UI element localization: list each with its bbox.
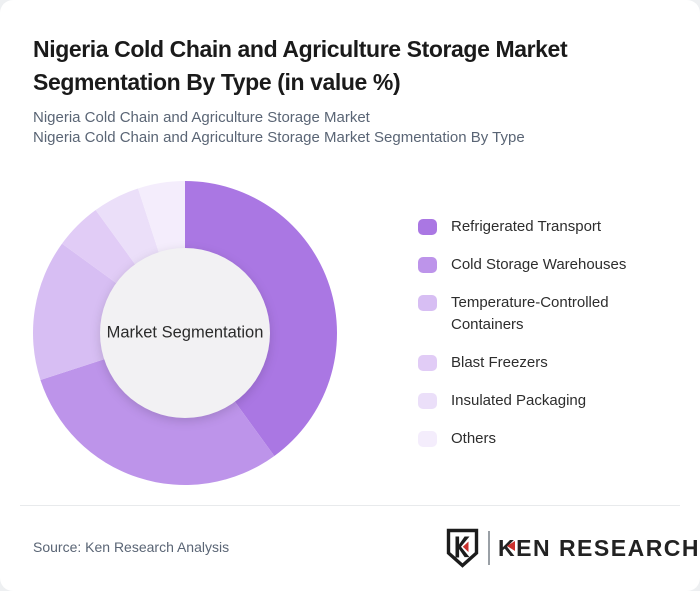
chart-subtitle-line2: Nigeria Cold Chain and Agriculture Stora… — [33, 129, 525, 146]
legend-label: Cold Storage Warehouses — [451, 256, 627, 273]
legend-item: Blast Freezers — [418, 352, 658, 374]
legend: Refrigerated Transport Cold Storage Wareh… — [418, 216, 658, 450]
logo-separator — [488, 531, 490, 565]
donut-svg — [33, 181, 337, 485]
chart-title-line1: Nigeria Cold Chain and Agriculture Stora… — [33, 36, 568, 62]
chart-title: Nigeria Cold Chain and Agriculture Stora… — [33, 33, 673, 99]
footer-divider — [20, 505, 680, 506]
legend-swatch — [418, 295, 437, 311]
legend-swatch — [418, 355, 437, 371]
donut-center-circle — [100, 248, 270, 418]
chart-subtitle: Nigeria Cold Chain and Agriculture Stora… — [33, 108, 525, 148]
donut-center-label: Market Segmentation — [106, 323, 264, 342]
chart-subtitle-line1: Nigeria Cold Chain and Agriculture Stora… — [33, 109, 370, 126]
logo-badge-icon — [446, 528, 479, 568]
legend-item: Others — [418, 428, 658, 450]
legend-swatch — [418, 393, 437, 409]
legend-swatch — [418, 257, 437, 273]
logo-k-accent-icon — [507, 540, 515, 551]
legend-item: Insulated Packaging — [418, 390, 658, 412]
legend-item: Cold Storage Warehouses — [418, 254, 658, 276]
legend-label: Others — [451, 430, 497, 447]
legend-item: Temperature-Controlled Containers — [418, 292, 658, 336]
legend-swatch — [418, 219, 437, 235]
logo-brand-label: KEN RESEARCH — [498, 534, 700, 561]
donut-chart: Market Segmentation — [32, 180, 338, 486]
legend-label: Blast Freezers — [451, 354, 548, 371]
ken-research-logo: KEN RESEARCH — [444, 527, 700, 569]
legend-swatch — [418, 431, 437, 447]
chart-title-line2: Segmentation By Type (in value %) — [33, 69, 401, 95]
legend-label: Temperature-Controlled Containers — [451, 294, 609, 333]
source-text: Source: Ken Research Analysis — [33, 539, 230, 555]
legend-label: Insulated Packaging — [451, 392, 587, 409]
legend-item: Refrigerated Transport — [418, 216, 658, 238]
logo-brand-text: KEN RESEARCH — [498, 535, 700, 562]
legend-label: Refrigerated Transport — [451, 218, 602, 235]
